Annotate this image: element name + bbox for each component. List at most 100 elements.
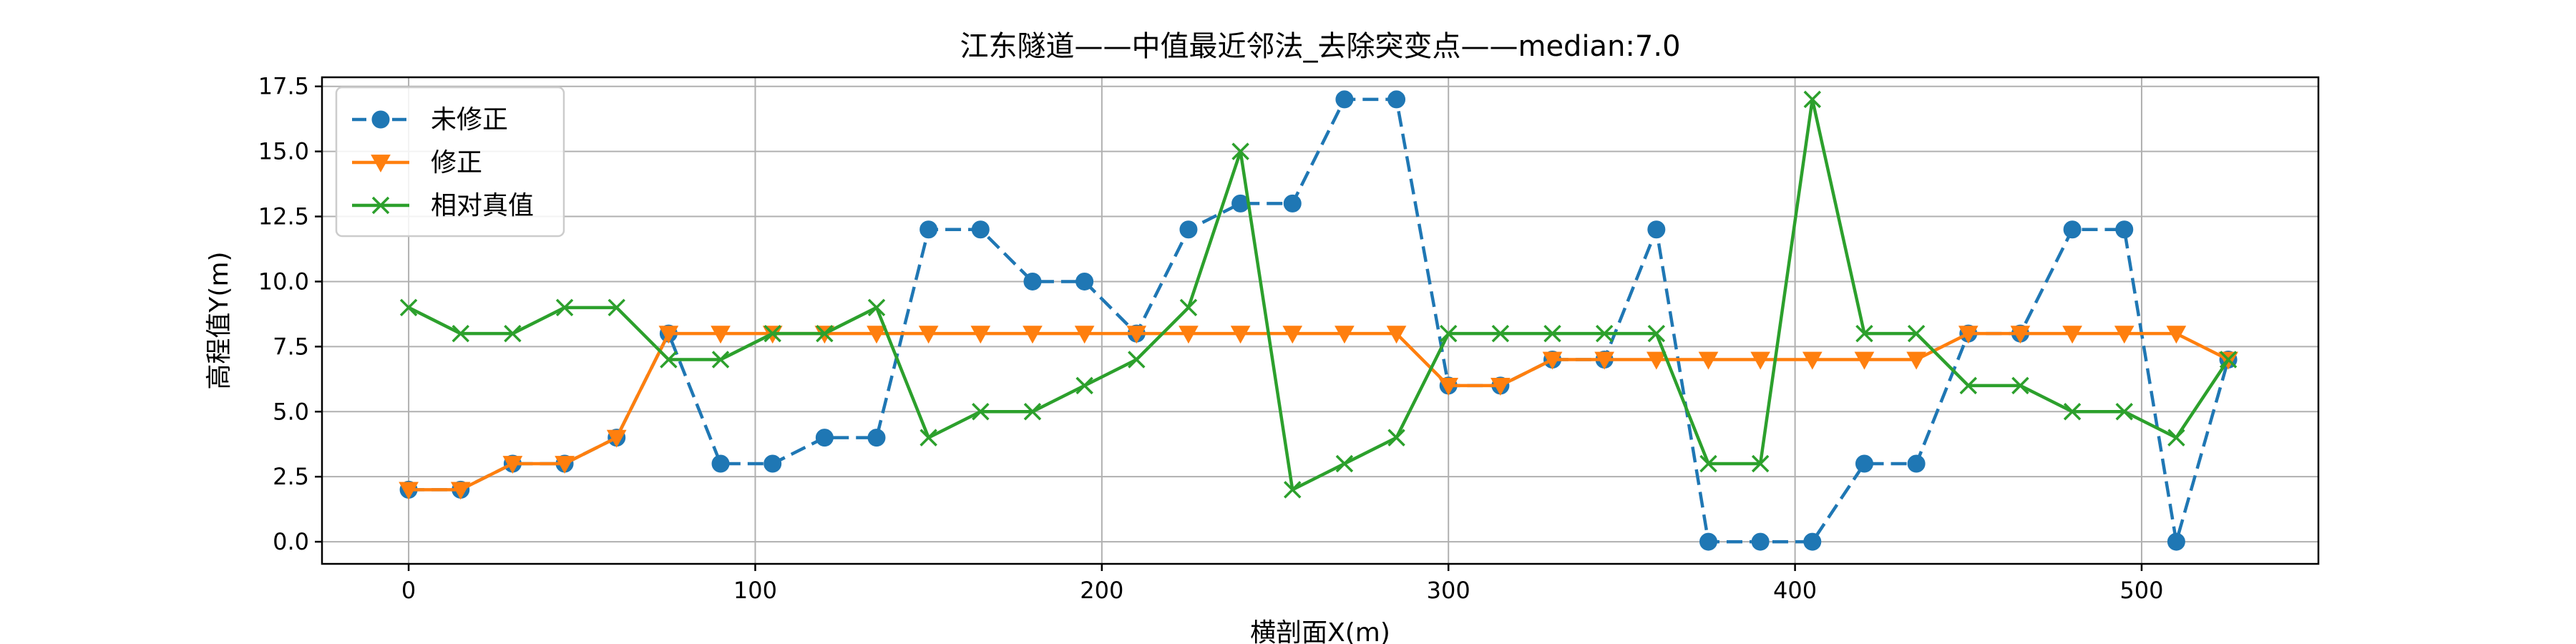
data-point xyxy=(1906,351,1926,370)
data-point xyxy=(1387,90,1406,109)
y-tick-label: 15.0 xyxy=(258,138,309,165)
plot-frame xyxy=(321,76,2320,565)
data-point xyxy=(763,454,782,473)
legend-label: 修正 xyxy=(431,148,482,177)
data-point xyxy=(1959,376,1978,395)
data-point xyxy=(1802,351,1823,370)
data-point xyxy=(1128,351,1146,369)
data-point xyxy=(1179,298,1198,317)
data-point xyxy=(919,429,937,447)
data-point xyxy=(1439,324,1458,343)
data-point xyxy=(2167,532,2185,551)
data-point xyxy=(763,324,781,343)
data-point xyxy=(1543,324,1561,343)
series-line xyxy=(409,97,2230,544)
legend-entry: 相对真值 xyxy=(352,191,534,220)
data-point xyxy=(1699,454,1717,473)
data-point xyxy=(1907,324,1926,343)
data-point xyxy=(1803,532,1822,551)
data-point xyxy=(1751,454,1770,473)
data-point xyxy=(502,456,523,474)
data-point xyxy=(867,298,886,317)
data-point xyxy=(1074,326,1095,344)
legend-marker xyxy=(371,196,390,215)
y-tick-label: 17.5 xyxy=(258,73,309,100)
data-point xyxy=(816,324,834,343)
data-point xyxy=(970,326,991,344)
data-point xyxy=(1647,220,1666,239)
data-point xyxy=(972,403,990,421)
data-point xyxy=(1855,454,1873,473)
data-point xyxy=(452,324,469,343)
data-point xyxy=(711,351,730,369)
data-point xyxy=(1958,326,1979,344)
series-line xyxy=(408,97,2230,492)
plot-background xyxy=(322,77,2318,564)
y-tick-label: 7.5 xyxy=(273,333,309,360)
data-point xyxy=(660,351,678,369)
y-tick-label: 12.5 xyxy=(258,203,309,230)
data-point xyxy=(815,429,834,447)
y-tick-label: 2.5 xyxy=(273,463,309,490)
x-tick-label: 100 xyxy=(733,577,777,604)
data-point xyxy=(2166,326,2187,344)
x-tick-label: 0 xyxy=(401,577,416,604)
y-axis-label: 高程值Y(m) xyxy=(205,251,234,389)
data-point xyxy=(1646,351,1667,370)
data-point xyxy=(1750,351,1771,370)
data-point xyxy=(1023,403,1042,421)
data-point xyxy=(1594,351,1615,370)
data-point xyxy=(918,326,939,344)
data-point xyxy=(2011,376,2029,395)
legend-marker xyxy=(371,110,390,129)
data-point xyxy=(1803,90,1822,109)
legend-marker xyxy=(371,155,391,173)
legend-label: 相对真值 xyxy=(431,191,534,220)
data-point xyxy=(971,220,990,239)
x-tick-label: 500 xyxy=(2119,577,2163,604)
data-point xyxy=(555,298,574,317)
chart-title: 江东隧道——中值最近邻法_去除突变点——median:7.0 xyxy=(960,30,1680,63)
data-point xyxy=(1282,326,1303,344)
series-layer xyxy=(399,90,2238,551)
data-point xyxy=(1855,324,1873,343)
y-tick-label: 0.0 xyxy=(273,528,309,555)
data-point xyxy=(1179,326,1199,344)
data-point xyxy=(1023,326,1043,344)
data-point xyxy=(1491,378,1511,396)
data-point xyxy=(2115,403,2133,421)
ticks: 0 100 200 300 400 500 0.0 2.5 5.0 7.5 10.0 12.5 15.0… xyxy=(258,73,2164,604)
data-point xyxy=(1231,142,1249,160)
data-point xyxy=(2010,326,2031,344)
x-tick-label: 200 xyxy=(1080,577,1123,604)
data-point xyxy=(1699,532,1717,551)
grid xyxy=(322,77,2318,564)
data-point xyxy=(867,326,887,344)
data-point xyxy=(399,482,419,500)
data-point xyxy=(1854,351,1875,370)
data-point xyxy=(1283,194,1302,213)
data-point xyxy=(1542,351,1563,370)
y-tick-label: 5.0 xyxy=(273,398,309,425)
data-point xyxy=(1647,324,1666,343)
data-point xyxy=(1075,272,1094,291)
data-point xyxy=(867,429,886,447)
legend-box xyxy=(335,86,565,238)
data-point xyxy=(606,429,627,448)
legend-entry: 修正 xyxy=(352,148,482,177)
data-point xyxy=(1230,326,1251,344)
y-tick-label: 10.0 xyxy=(258,268,309,295)
data-point xyxy=(1179,220,1198,239)
data-point xyxy=(2062,326,2082,344)
data-point xyxy=(1907,454,1926,473)
data-point xyxy=(1595,324,1614,343)
x-axis-label: 横剖面X(m) xyxy=(1250,618,1390,644)
data-point xyxy=(711,454,730,473)
data-point xyxy=(2115,220,2134,239)
data-point xyxy=(450,482,471,500)
x-tick-label: 300 xyxy=(1427,577,1470,604)
data-point xyxy=(1386,326,1407,344)
data-point xyxy=(1335,326,1355,344)
